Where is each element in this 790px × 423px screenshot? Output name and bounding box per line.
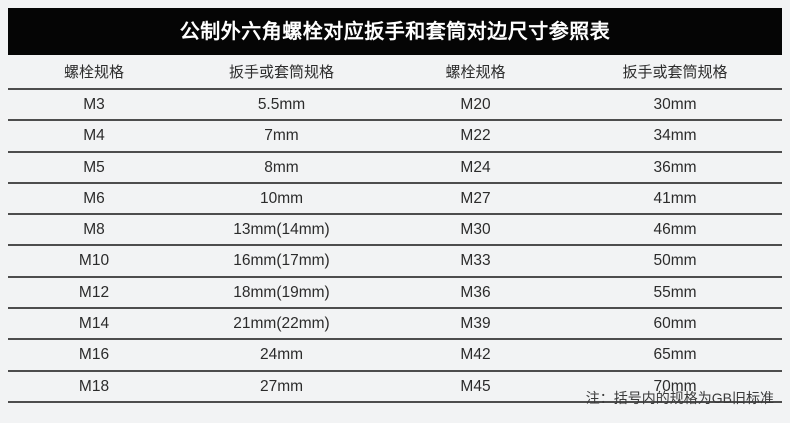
cell-bolt-spec-left: M18 — [8, 370, 180, 403]
cell-bolt-spec-right: M39 — [383, 308, 568, 341]
cell-wrench-spec-left: 21mm(22mm) — [180, 308, 383, 341]
table-row: M3 5.5mm M20 30mm — [8, 89, 782, 122]
table-row: M4 7mm M22 34mm — [8, 120, 782, 153]
cell-wrench-spec-left: 18mm(19mm) — [180, 276, 383, 310]
cell-wrench-spec-right: 34mm — [568, 120, 782, 153]
cell-wrench-spec-right: 55mm — [568, 276, 782, 310]
cell-bolt-spec-left: M5 — [8, 151, 180, 184]
cell-bolt-spec-left: M12 — [8, 276, 180, 310]
table-row: M5 8mm M24 36mm — [8, 151, 782, 184]
cell-wrench-spec-left: 8mm — [180, 151, 383, 184]
cell-wrench-spec-right: 65mm — [568, 339, 782, 372]
cell-wrench-spec-left: 7mm — [180, 120, 383, 153]
table-row: M16 24mm M42 65mm — [8, 339, 782, 372]
spec-table-container: 螺栓规格 扳手或套筒规格 螺栓规格 扳手或套筒规格 M3 5.5mm M20 3… — [8, 58, 782, 403]
cell-wrench-spec-right: 50mm — [568, 245, 782, 278]
cell-wrench-spec-right: 46mm — [568, 214, 782, 247]
cell-bolt-spec-right: M45 — [383, 370, 568, 403]
cell-bolt-spec-left: M6 — [8, 182, 180, 216]
column-header-wrench-spec-right: 扳手或套筒规格 — [568, 58, 782, 90]
title-banner: 公制外六角螺栓对应扳手和套筒对边尺寸参照表 — [8, 8, 782, 55]
column-header-bolt-spec-left: 螺栓规格 — [8, 58, 180, 90]
cell-wrench-spec-left: 10mm — [180, 182, 383, 216]
table-row: M8 13mm(14mm) M30 46mm — [8, 214, 782, 247]
cell-wrench-spec-right: 36mm — [568, 151, 782, 184]
cell-bolt-spec-right: M20 — [383, 89, 568, 122]
footnote: 注：括号内的规格为GB旧标准 — [585, 390, 774, 406]
cell-wrench-spec-right: 30mm — [568, 89, 782, 122]
spec-table: 螺栓规格 扳手或套筒规格 螺栓规格 扳手或套筒规格 M3 5.5mm M20 3… — [8, 58, 782, 403]
table-row: M10 16mm(17mm) M33 50mm — [8, 245, 782, 278]
cell-wrench-spec-right: 41mm — [568, 182, 782, 216]
cell-bolt-spec-right: M22 — [383, 120, 568, 153]
page-title: 公制外六角螺栓对应扳手和套筒对边尺寸参照表 — [179, 20, 611, 43]
table-row: M18 27mm M45 70mm — [8, 370, 782, 403]
cell-bolt-spec-left: M4 — [8, 120, 180, 153]
table-header-row: 螺栓规格 扳手或套筒规格 螺栓规格 扳手或套筒规格 — [8, 58, 782, 90]
column-header-wrench-spec-left: 扳手或套筒规格 — [180, 58, 383, 90]
cell-wrench-spec-right: 70mm — [568, 370, 782, 403]
cell-bolt-spec-right: M42 — [383, 339, 568, 372]
table-row: M12 18mm(19mm) M36 55mm — [8, 276, 782, 310]
cell-wrench-spec-left: 13mm(14mm) — [180, 214, 383, 247]
cell-bolt-spec-left: M10 — [8, 245, 180, 278]
table-header: 螺栓规格 扳手或套筒规格 螺栓规格 扳手或套筒规格 — [8, 58, 782, 90]
cell-bolt-spec-right: M27 — [383, 182, 568, 216]
cell-bolt-spec-right: M33 — [383, 245, 568, 278]
cell-bolt-spec-left: M14 — [8, 308, 180, 341]
table-row: M14 21mm(22mm) M39 60mm — [8, 308, 782, 341]
cell-bolt-spec-left: M3 — [8, 89, 180, 122]
cell-wrench-spec-left: 24mm — [180, 339, 383, 372]
cell-wrench-spec-right: 60mm — [568, 308, 782, 341]
table-body: M3 5.5mm M20 30mm M4 7mm M22 34mm M5 8mm… — [8, 89, 782, 403]
column-header-bolt-spec-right: 螺栓规格 — [383, 58, 568, 90]
cell-wrench-spec-left: 5.5mm — [180, 89, 383, 122]
cell-bolt-spec-right: M30 — [383, 214, 568, 247]
cell-bolt-spec-right: M36 — [383, 276, 568, 310]
cell-wrench-spec-left: 27mm — [180, 370, 383, 403]
table-row: M6 10mm M27 41mm — [8, 182, 782, 216]
cell-wrench-spec-left: 16mm(17mm) — [180, 245, 383, 278]
cell-bolt-spec-left: M16 — [8, 339, 180, 372]
cell-bolt-spec-right: M24 — [383, 151, 568, 184]
cell-bolt-spec-left: M8 — [8, 214, 180, 247]
